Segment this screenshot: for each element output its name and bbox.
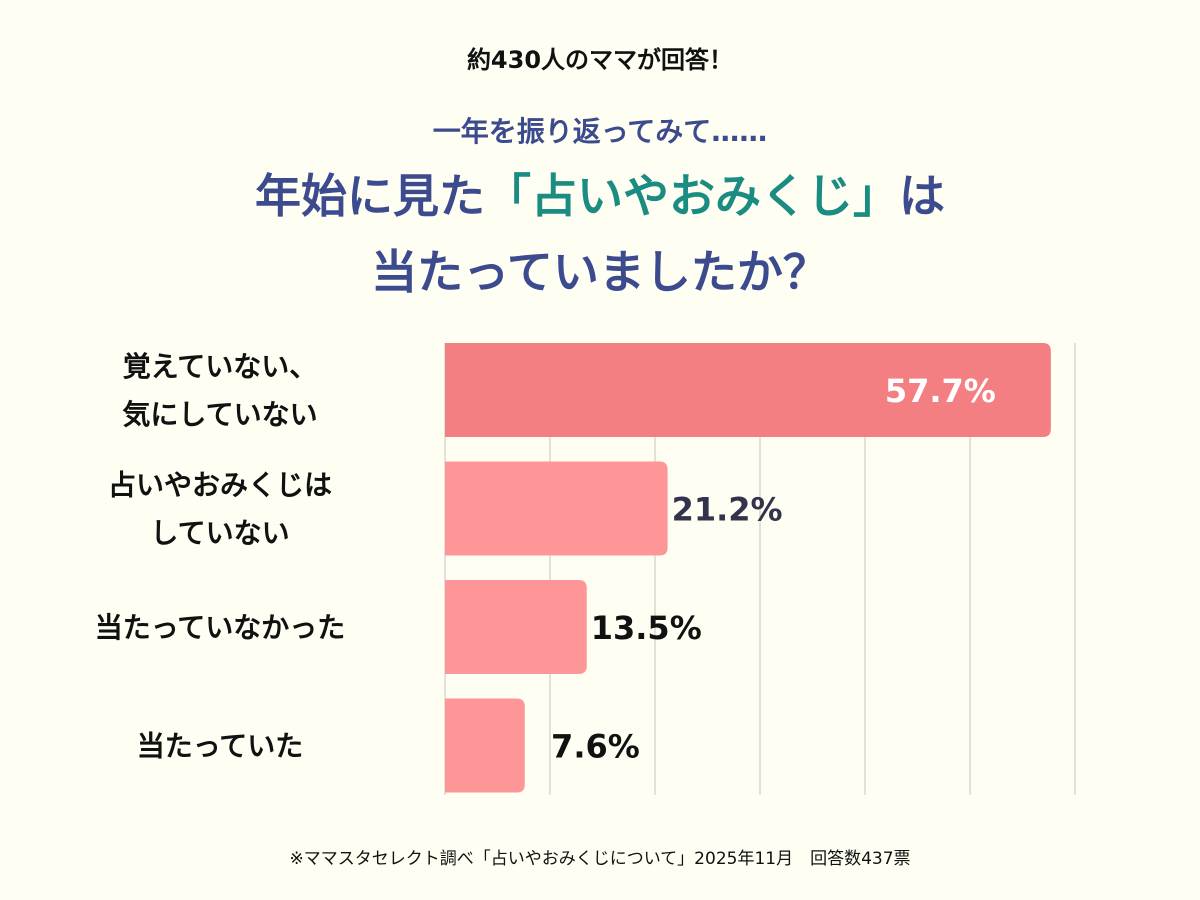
bar (445, 461, 668, 556)
lead-text: 一年を振り返ってみて…… (432, 115, 768, 148)
category-label: 当たっていた (137, 730, 304, 763)
chart-title-line2: 当たっていましたか？ (371, 245, 829, 299)
category-label: 当たっていなかった (95, 611, 346, 644)
data-label: 13.5% (591, 609, 702, 647)
data-label: 7.6% (551, 728, 640, 766)
category-label: していない (150, 517, 289, 550)
title-post: は (899, 169, 945, 223)
bar (445, 698, 525, 793)
bar (445, 343, 1051, 437)
source-footnote: ※ママスタセレクト調べ「占いやおみくじについて」2025年11月 回答数437票 (289, 849, 911, 869)
category-label: 覚えていない、 (123, 350, 318, 383)
bar (445, 580, 587, 674)
respondent-note: 約430人のママが回答！ (466, 46, 734, 74)
category-label: 気にしていない (122, 398, 317, 431)
title-pre: 年始に見た (255, 169, 485, 223)
data-label: 57.7% (885, 372, 996, 410)
title-highlight: 「占いやおみくじ」 (485, 169, 899, 223)
chart-title-line1: 年始に見た「占いやおみくじ」は (0, 160, 1200, 226)
category-label: 占いやおみくじは (108, 469, 332, 502)
data-label: 21.2% (672, 491, 783, 529)
